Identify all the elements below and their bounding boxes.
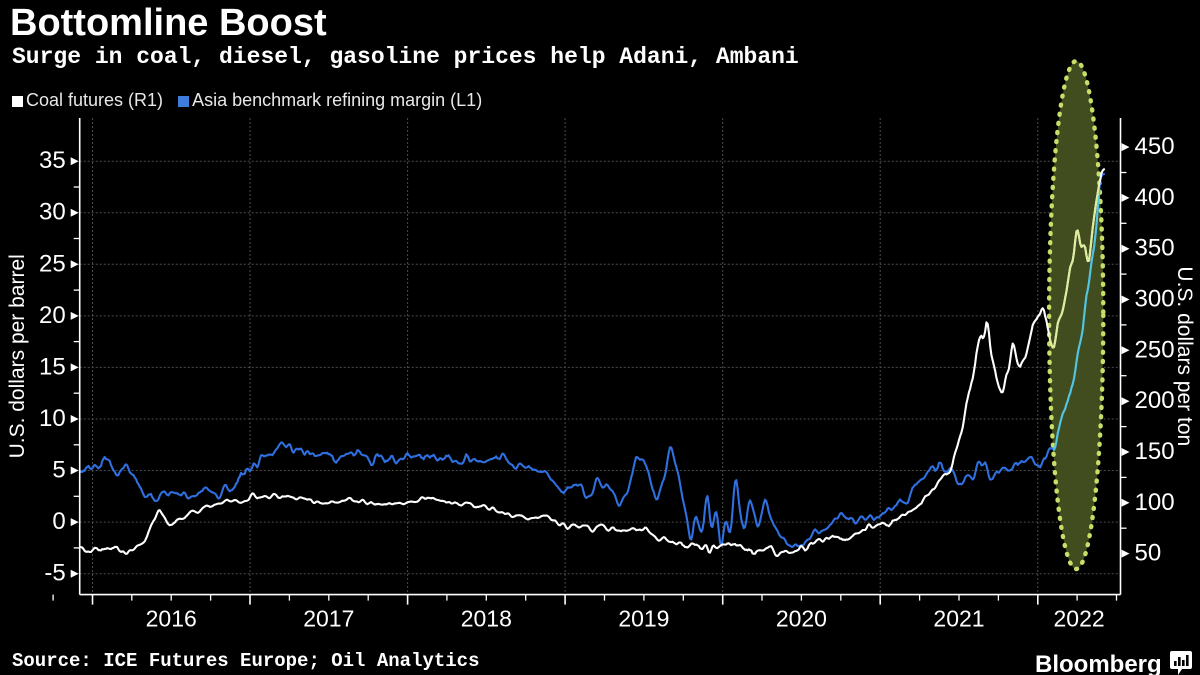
svg-text:400: 400 xyxy=(1135,184,1175,211)
svg-text:50: 50 xyxy=(1135,540,1162,567)
svg-text:20: 20 xyxy=(39,302,66,329)
svg-text:300: 300 xyxy=(1135,286,1175,313)
svg-text:250: 250 xyxy=(1135,336,1175,363)
svg-text:2022: 2022 xyxy=(1054,606,1105,632)
svg-text:150: 150 xyxy=(1135,438,1175,465)
svg-text:2018: 2018 xyxy=(461,606,512,632)
svg-text:5: 5 xyxy=(52,457,65,484)
svg-text:U.S. dollars per ton: U.S. dollars per ton xyxy=(1173,266,1196,446)
svg-text:U.S. dollars per barrel: U.S. dollars per barrel xyxy=(6,254,29,458)
svg-text:2016: 2016 xyxy=(146,606,197,632)
svg-text:10: 10 xyxy=(39,405,66,432)
svg-text:450: 450 xyxy=(1135,133,1175,160)
svg-text:2017: 2017 xyxy=(303,606,354,632)
svg-text:2020: 2020 xyxy=(776,606,827,632)
svg-text:0: 0 xyxy=(52,508,65,535)
svg-text:100: 100 xyxy=(1135,489,1175,516)
svg-text:25: 25 xyxy=(39,250,66,277)
svg-text:2019: 2019 xyxy=(618,606,669,632)
svg-text:30: 30 xyxy=(39,199,66,226)
svg-text:2021: 2021 xyxy=(933,606,984,632)
svg-text:15: 15 xyxy=(39,353,66,380)
svg-text:35: 35 xyxy=(39,147,66,174)
svg-text:-5: -5 xyxy=(44,560,65,587)
svg-text:350: 350 xyxy=(1135,235,1175,262)
svg-text:200: 200 xyxy=(1135,387,1175,414)
